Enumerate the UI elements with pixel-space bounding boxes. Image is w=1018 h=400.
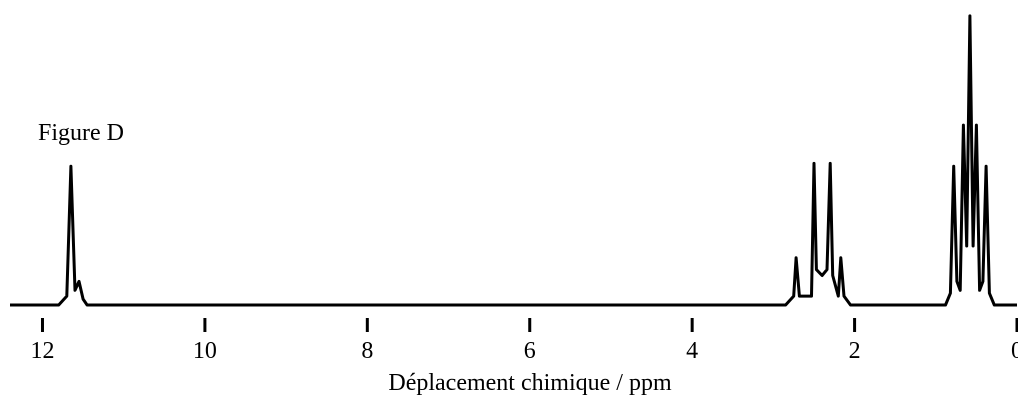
x-tick-label: 10 bbox=[193, 338, 217, 364]
x-tick-label: 8 bbox=[361, 338, 373, 364]
x-tick-label: 0 bbox=[1011, 338, 1018, 364]
x-tick-label: 6 bbox=[524, 338, 536, 364]
chart-title: Figure D bbox=[38, 120, 124, 146]
x-axis-label: Déplacement chimique / ppm bbox=[388, 370, 672, 396]
x-tick-label: 12 bbox=[30, 338, 54, 364]
spectrum-line bbox=[10, 14, 1017, 307]
x-tick-label: 4 bbox=[686, 338, 698, 364]
x-tick-label: 2 bbox=[849, 338, 861, 364]
